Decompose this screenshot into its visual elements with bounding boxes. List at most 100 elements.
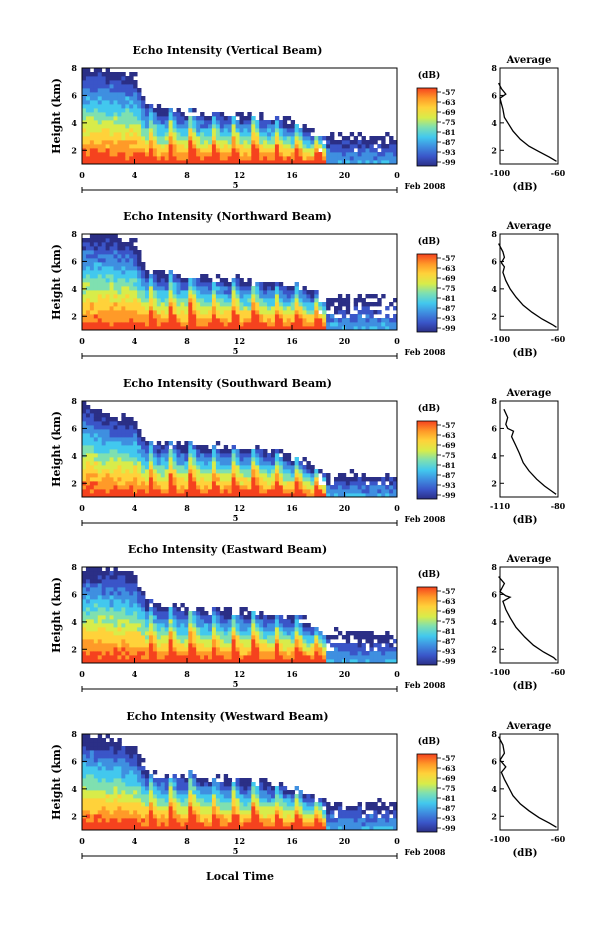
heatmap-cell — [141, 140, 146, 145]
heatmap-cell — [188, 310, 193, 315]
heatmap-cell — [180, 778, 185, 783]
heatmap-cell — [145, 774, 150, 779]
heatmap-cell — [133, 758, 138, 763]
heatmap-cell — [200, 290, 205, 295]
heatmap-cell — [148, 790, 154, 795]
heatmap-cell — [93, 477, 99, 482]
heatmap-cell — [85, 254, 91, 259]
heatmap-cell — [113, 595, 118, 600]
heatmap-cell — [290, 469, 296, 474]
heatmap-cell — [133, 437, 138, 442]
heatmap-cell — [105, 234, 110, 239]
heatmap-cell — [223, 794, 229, 799]
heatmap-cell — [259, 643, 264, 648]
heatmap-cell — [105, 136, 110, 141]
heatmap-cell — [152, 465, 158, 470]
heatmap-cell — [125, 473, 130, 478]
heatmap-cell — [211, 326, 217, 331]
heatmap-cell — [377, 156, 382, 161]
heatmap-cell — [373, 326, 378, 331]
heatmap-cell — [239, 643, 244, 648]
heatmap-cell — [318, 643, 323, 648]
heatmap-cell — [93, 567, 99, 572]
heatmap-cell — [188, 477, 193, 482]
heatmap-cell — [180, 473, 185, 478]
heatmap-cell — [164, 643, 170, 648]
heatmap-cell — [93, 302, 99, 307]
heatmap-cell — [208, 136, 213, 141]
heatmap-cell — [172, 124, 177, 129]
heatmap-cell — [204, 302, 209, 307]
heatmap-cell — [85, 148, 91, 153]
heatmap-cell — [160, 469, 166, 474]
heatmap-cell — [145, 282, 150, 287]
heatmap-cell — [373, 489, 378, 494]
heatmap-cell — [294, 493, 299, 498]
heatmap-cell — [286, 655, 292, 660]
heatmap-cell — [137, 298, 142, 303]
heatmap-cell — [227, 623, 233, 628]
heatmap-cell — [133, 120, 138, 125]
heatmap-cell — [180, 152, 185, 157]
heatmap-cell — [101, 611, 107, 616]
heatmap-cell — [385, 132, 390, 137]
heatmap-cell — [85, 493, 91, 498]
heatmap-cell — [93, 738, 99, 743]
heatmap-cell — [365, 493, 370, 498]
heatmap-cell — [239, 611, 244, 616]
heatmap-cell — [148, 826, 154, 831]
heatmap-cell — [180, 493, 185, 498]
heatmap-cell — [235, 274, 240, 279]
heatmap-cell — [306, 461, 311, 466]
heatmap-cell — [89, 144, 95, 149]
heatmap-cell — [89, 639, 95, 644]
heatmap-cell — [196, 473, 201, 478]
heatmap-cell — [176, 802, 181, 807]
heatmap-cell — [152, 603, 158, 608]
heatmap-cell — [164, 132, 170, 137]
heatmap-cell — [196, 615, 201, 620]
heatmap-cell — [341, 655, 347, 660]
heatmap-cell — [133, 746, 138, 751]
heatmap-cell — [125, 603, 130, 608]
heatmap-cell — [113, 826, 118, 831]
heatmap-cell — [85, 294, 91, 299]
colorbar-tick-label: -75 — [442, 617, 456, 626]
heatmap-cell — [282, 290, 288, 295]
heatmap-cell — [231, 651, 236, 656]
heatmap-cell — [255, 306, 260, 311]
heatmap-cell — [172, 810, 177, 815]
heatmap-cell — [208, 453, 213, 458]
heatmap-cell — [176, 607, 181, 612]
heatmap-cell — [117, 774, 122, 779]
heatmap-cell — [89, 449, 95, 454]
heatmap-cell — [361, 306, 366, 311]
heatmap-cell — [121, 124, 126, 129]
heatmap-cell — [361, 156, 366, 161]
heatmap-cell — [176, 643, 181, 648]
heatmap-cell — [129, 750, 134, 755]
heatmap-cell — [200, 465, 205, 470]
day-label: 5 — [233, 180, 239, 190]
heatmap-cell — [286, 286, 292, 291]
heatmap-cell — [267, 623, 272, 628]
heatmap-cell — [274, 627, 280, 632]
heatmap-cell — [176, 148, 181, 153]
heatmap-cell — [129, 246, 134, 251]
heatmap-cell — [105, 152, 110, 157]
heatmap-cell — [137, 250, 142, 255]
heatmap-cell — [121, 489, 126, 494]
heatmap-cell — [109, 587, 114, 592]
colorbar-tick-label: -93 — [442, 314, 456, 323]
heatmap-cell — [89, 579, 95, 584]
heatmap-cell — [125, 774, 130, 779]
heatmap-cell — [274, 485, 280, 490]
heatmap-cell — [117, 286, 122, 291]
heatmap-cell — [89, 802, 95, 807]
heatmap-cell — [381, 148, 386, 153]
heatmap-cell — [243, 631, 248, 636]
heatmap-cell — [223, 278, 229, 283]
heatmap-cell — [223, 120, 229, 125]
heatmap-cell — [223, 465, 229, 470]
heatmap-cell — [365, 314, 370, 319]
